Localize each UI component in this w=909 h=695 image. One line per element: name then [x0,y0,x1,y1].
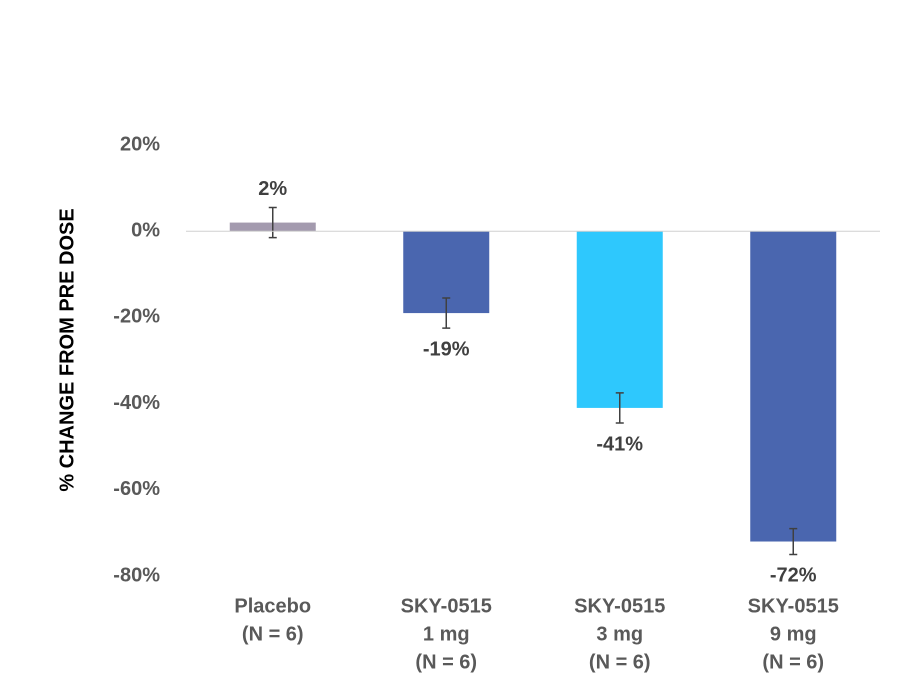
x-tick-label: (N = 6) [242,623,304,645]
value-label: -72% [770,565,817,587]
x-tick-label: 3 mg [596,623,643,645]
y-tick-label: -40% [113,392,160,414]
x-tick-label: SKY-0515 [401,595,492,617]
y-tick-label: -60% [113,478,160,500]
x-tick-label: 1 mg [423,623,470,645]
x-tick-label: Placebo [234,595,311,617]
error-bar [789,527,798,556]
x-tick-label: SKY-0515 [574,595,665,617]
x-tick-label: (N = 6) [762,651,824,673]
value-label: -19% [423,338,470,360]
y-tick-label: -20% [113,306,160,328]
value-label: 2% [258,178,287,200]
error-bar [268,206,277,239]
y-tick-label: 0% [131,219,160,241]
y-axis-label: % CHANGE FROM PRE DOSE [56,208,78,491]
y-tick-label: -80% [113,564,160,586]
x-tick-label: (N = 6) [589,651,651,673]
x-tick-label: SKY-0515 [748,595,839,617]
y-tick-label: 20% [120,133,160,155]
x-tick-label: (N = 6) [415,651,477,673]
error-bar [442,297,451,329]
error-bar [615,392,624,424]
x-tick-label: 9 mg [770,623,817,645]
bar [750,231,837,542]
bar [576,231,663,408]
value-label: -41% [596,433,643,455]
